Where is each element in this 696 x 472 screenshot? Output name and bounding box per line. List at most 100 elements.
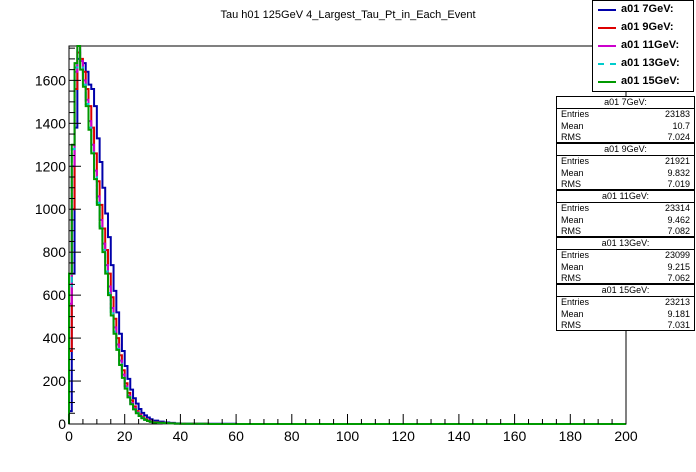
legend-swatch (598, 27, 616, 29)
histogram-series-2 (68, 51, 626, 425)
stats-row: Entries 23213 (561, 297, 690, 308)
stats-key: RMS (561, 273, 581, 283)
stats-box: a01 13GeV: Entries 23099 Mean 9.215 RMS 7.062 (556, 237, 695, 284)
stats-box: a01 11GeV: Entries 23314 Mean 9.462 RMS 7.082 (556, 190, 695, 237)
x-tick-label: 140 (447, 428, 471, 444)
legend-swatch (598, 9, 616, 11)
stats-key: Mean (561, 167, 584, 178)
stats-value: 7.082 (667, 226, 690, 236)
stats-value: 7.062 (667, 273, 690, 283)
legend-item: a01 9GeV: (593, 19, 693, 37)
y-tick-label: 1200 (35, 158, 66, 174)
stats-value: 21921 (664, 156, 690, 166)
y-tick-label: 600 (43, 287, 67, 303)
stats-row: Entries 23099 (561, 250, 690, 261)
legend-label: a01 9GeV: (621, 21, 674, 33)
stats-box: a01 7GeV: Entries 23183 Mean 10.7 RMS 7.024 (556, 96, 695, 143)
legend-item: a01 13GeV: (593, 55, 693, 73)
chart-title: Tau h01 125GeV 4_Largest_Tau_Pt_in_Each_… (220, 9, 476, 21)
y-tick-label: 1600 (35, 72, 66, 88)
x-tick-label: 40 (173, 428, 189, 444)
stats-box-title: a01 7GeV: (557, 97, 694, 109)
stats-key: Entries (561, 109, 590, 119)
stats-value: 9.462 (667, 214, 690, 225)
stats-value: 7.019 (667, 179, 690, 189)
stats-row: RMS 7.062 (561, 273, 690, 284)
stats-key: Mean (561, 308, 584, 319)
stats-box-title: a01 9GeV: (557, 144, 694, 156)
legend: a01 7GeV: a01 9GeV: a01 11GeV: a01 13GeV: a0… (592, 0, 694, 92)
stats-row: Mean 9.215 (561, 262, 690, 273)
stats-key: RMS (561, 320, 581, 330)
stats-key: RMS (561, 179, 581, 189)
x-tick-label: 200 (614, 428, 638, 444)
x-tick-label: 160 (503, 428, 527, 444)
stats-value: 10.7 (672, 120, 690, 131)
x-tick-label: 80 (284, 428, 300, 444)
stats-key: RMS (561, 132, 581, 142)
legend-item: a01 7GeV: (593, 1, 693, 19)
stats-key: RMS (561, 226, 581, 236)
stats-value: 9.215 (667, 261, 690, 272)
legend-swatch (598, 63, 616, 65)
y-tick-label: 800 (43, 244, 67, 260)
x-tick-label: 20 (117, 428, 133, 444)
legend-swatch (598, 45, 616, 47)
stats-key: Mean (561, 120, 584, 131)
legend-item: a01 11GeV: (593, 37, 693, 55)
x-tick-label: 60 (228, 428, 244, 444)
legend-label: a01 11GeV: (621, 39, 680, 51)
legend-swatch (598, 81, 616, 83)
x-tick-label: 100 (336, 428, 360, 444)
stats-value: 9.181 (667, 308, 690, 319)
legend-label: a01 15GeV: (621, 75, 680, 87)
stats-row: Mean 9.181 (561, 309, 690, 320)
stats-row: RMS 7.024 (561, 132, 690, 143)
stats-key: Mean (561, 214, 584, 225)
x-tick-label: 180 (559, 428, 583, 444)
stats-row: RMS 7.019 (561, 179, 690, 190)
x-tick-label: 0 (65, 428, 73, 444)
histogram-series-1 (68, 57, 626, 425)
stats-box-title: a01 11GeV: (557, 191, 694, 203)
stats-value: 23099 (664, 250, 690, 260)
y-tick-label: 0 (58, 416, 66, 432)
y-tick-label: 200 (43, 373, 67, 389)
stats-value: 7.024 (667, 132, 690, 142)
stats-row: Mean 9.832 (561, 168, 690, 179)
y-tick-label: 1400 (35, 115, 66, 131)
stats-box-title: a01 15GeV: (557, 285, 694, 297)
stats-value: 23213 (664, 297, 690, 307)
stats-value: 9.832 (667, 167, 690, 178)
stats-value: 23183 (664, 109, 690, 119)
stats-row: RMS 7.082 (561, 226, 690, 237)
stats-box: a01 15GeV: Entries 23213 Mean 9.181 RMS 7.031 (556, 284, 695, 331)
stats-row: Entries 23183 (561, 109, 690, 120)
stats-row: RMS 7.031 (561, 320, 690, 331)
stats-row: Mean 10.7 (561, 121, 690, 132)
series-layer (68, 45, 626, 425)
stats-row: Mean 9.462 (561, 215, 690, 226)
stats-value: 7.031 (667, 320, 690, 330)
stats-box: a01 9GeV: Entries 21921 Mean 9.832 RMS 7.019 (556, 143, 695, 190)
x-tick-label: 120 (392, 428, 416, 444)
stats-stack: a01 7GeV: Entries 23183 Mean 10.7 RMS 7.024 a01… (556, 96, 695, 331)
histogram-series-3 (68, 45, 626, 425)
axis-layer: 0 20 40 60 80 100 120 140 160 180 200 0 200 400 600 800… (35, 47, 638, 444)
stats-row: Entries 21921 (561, 156, 690, 167)
stats-key: Mean (561, 261, 584, 272)
stats-key: Entries (561, 250, 590, 260)
y-tick-label: 1000 (35, 201, 66, 217)
y-tick-label: 400 (43, 330, 67, 346)
stats-key: Entries (561, 156, 590, 166)
legend-label: a01 13GeV: (621, 57, 680, 69)
histogram-series-5 (68, 45, 626, 425)
stats-value: 23314 (664, 203, 690, 213)
legend-label: a01 7GeV: (621, 3, 674, 15)
histogram-series-4 (68, 49, 626, 425)
plot-frame (68, 45, 627, 425)
stats-key: Entries (561, 203, 590, 213)
legend-item: a01 15GeV: (593, 73, 693, 91)
stats-key: Entries (561, 297, 590, 307)
